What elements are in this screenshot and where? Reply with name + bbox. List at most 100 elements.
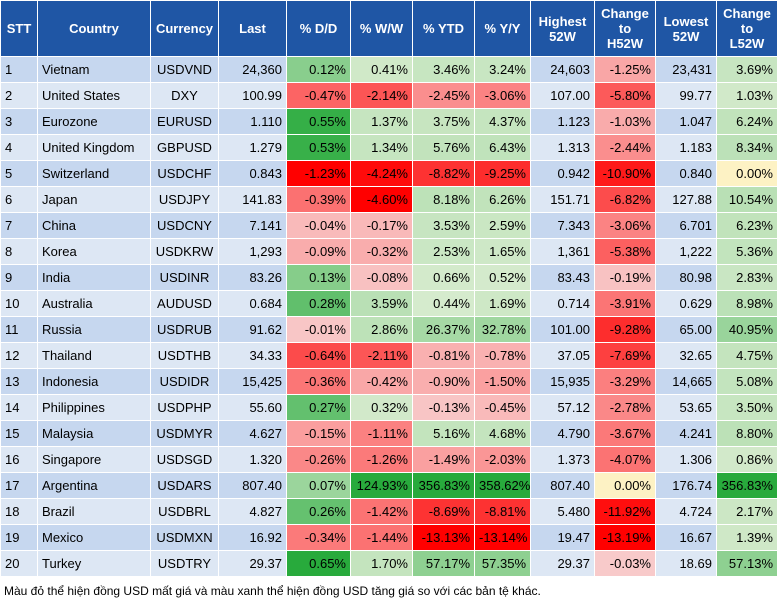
table-cell: 6.23% (717, 213, 777, 239)
table-cell: USDVND (151, 57, 219, 83)
table-cell: 1,361 (531, 239, 595, 265)
table-cell: 2 (1, 83, 38, 109)
table-cell: -0.08% (351, 265, 413, 291)
table-cell: 4.790 (531, 421, 595, 447)
table-cell: 14,665 (656, 369, 717, 395)
table-cell: 0.52% (475, 265, 531, 291)
table-cell: USDTRY (151, 551, 219, 577)
table-cell: 0.12% (287, 57, 351, 83)
table-cell: 5.36% (717, 239, 777, 265)
table-cell: -3.06% (475, 83, 531, 109)
table-cell: 16 (1, 447, 38, 473)
table-cell: 100.99 (219, 83, 287, 109)
table-cell: Japan (38, 187, 151, 213)
table-cell: 57.17% (413, 551, 475, 577)
table-cell: 1.39% (717, 525, 777, 551)
table-cell: 2.17% (717, 499, 777, 525)
table-cell: USDIDR (151, 369, 219, 395)
column-header: % W/W (351, 1, 413, 57)
table-cell: Turkey (38, 551, 151, 577)
table-cell: 7.343 (531, 213, 595, 239)
table-cell: -7.69% (595, 343, 656, 369)
table-cell: -0.13% (413, 395, 475, 421)
table-cell: 8.18% (413, 187, 475, 213)
table-cell: -9.25% (475, 161, 531, 187)
table-cell: 3.69% (717, 57, 777, 83)
table-cell: 0.714 (531, 291, 595, 317)
table-cell: 0.53% (287, 135, 351, 161)
table-cell: 1.69% (475, 291, 531, 317)
table-cell: -2.78% (595, 395, 656, 421)
table-cell: 2.83% (717, 265, 777, 291)
column-header: Currency (151, 1, 219, 57)
table-cell: 1,222 (656, 239, 717, 265)
table-cell: 0.86% (717, 447, 777, 473)
table-cell: -8.69% (413, 499, 475, 525)
table-cell: -0.64% (287, 343, 351, 369)
table-cell: 83.26 (219, 265, 287, 291)
table-cell: USDSGD (151, 447, 219, 473)
table-cell: -11.92% (595, 499, 656, 525)
table-cell: Switzerland (38, 161, 151, 187)
table-cell: Mexico (38, 525, 151, 551)
table-cell: 0.28% (287, 291, 351, 317)
table-cell: 65.00 (656, 317, 717, 343)
table-cell: 0.684 (219, 291, 287, 317)
table-cell: 1.03% (717, 83, 777, 109)
table-cell: 0.41% (351, 57, 413, 83)
table-cell: 1.279 (219, 135, 287, 161)
table-cell: -1.42% (351, 499, 413, 525)
table-cell: 0.843 (219, 161, 287, 187)
table-cell: -1.49% (413, 447, 475, 473)
table-cell: -5.38% (595, 239, 656, 265)
table-cell: -1.26% (351, 447, 413, 473)
table-cell: 16.67 (656, 525, 717, 551)
table-cell: 3.46% (413, 57, 475, 83)
table-cell: 7 (1, 213, 38, 239)
table-cell: 807.40 (531, 473, 595, 499)
table-cell: -5.80% (595, 83, 656, 109)
table-cell: -3.06% (595, 213, 656, 239)
table-cell: 176.74 (656, 473, 717, 499)
table-cell: -1.50% (475, 369, 531, 395)
table-cell: 32.78% (475, 317, 531, 343)
table-cell: 4.68% (475, 421, 531, 447)
table-cell: -4.60% (351, 187, 413, 213)
table-cell: Argentina (38, 473, 151, 499)
table-cell: -2.11% (351, 343, 413, 369)
table-cell: Brazil (38, 499, 151, 525)
table-cell: 10 (1, 291, 38, 317)
table-cell: 83.43 (531, 265, 595, 291)
table-cell: 2.53% (413, 239, 475, 265)
table-cell: 18.69 (656, 551, 717, 577)
table-cell: -0.03% (595, 551, 656, 577)
table-cell: -0.36% (287, 369, 351, 395)
table-cell: 23,431 (656, 57, 717, 83)
table-cell: -13.13% (413, 525, 475, 551)
table-cell: 5 (1, 161, 38, 187)
table-cell: -1.11% (351, 421, 413, 447)
table-cell: -0.81% (413, 343, 475, 369)
table-cell: 0.13% (287, 265, 351, 291)
table-cell: -0.90% (413, 369, 475, 395)
table-cell: 32.65 (656, 343, 717, 369)
table-cell: 20 (1, 551, 38, 577)
table-cell: 124.93% (351, 473, 413, 499)
table-cell: USDTHB (151, 343, 219, 369)
table-cell: 26.37% (413, 317, 475, 343)
table-cell: EURUSD (151, 109, 219, 135)
table-cell: 57.13% (717, 551, 777, 577)
table-cell: 0.942 (531, 161, 595, 187)
table-cell: Korea (38, 239, 151, 265)
table-cell: 1,293 (219, 239, 287, 265)
table-cell: 99.77 (656, 83, 717, 109)
